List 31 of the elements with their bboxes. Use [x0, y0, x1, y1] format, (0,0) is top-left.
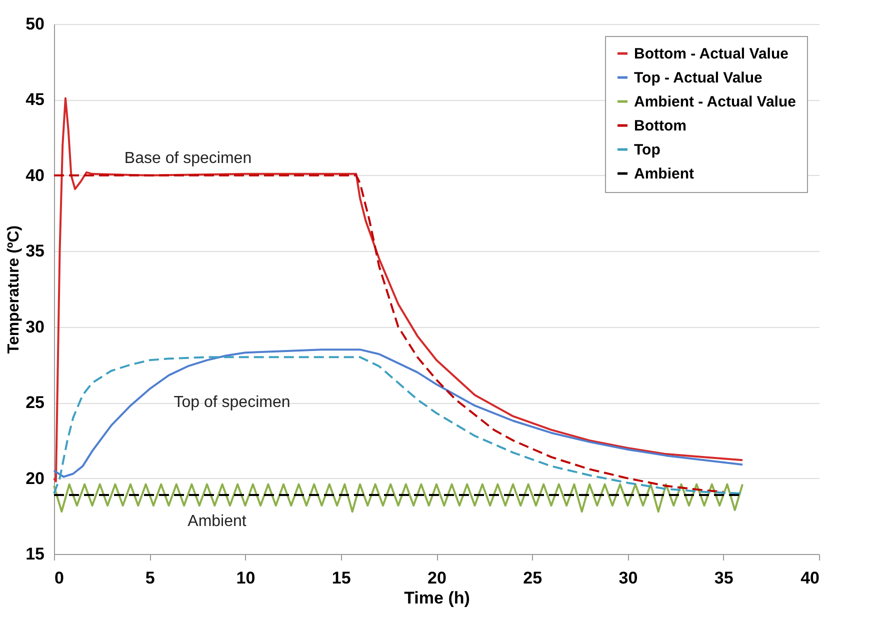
y-tick-label: 30 — [26, 317, 44, 336]
y-tick-label: 35 — [26, 242, 44, 261]
y-axis-title: Temperature (ºC) — [6, 225, 23, 354]
y-tick-label: 40 — [26, 166, 44, 185]
y-tick-label: 45 — [26, 90, 44, 110]
annotation: Top of specimen — [174, 394, 290, 411]
x-tick-label: 30 — [618, 568, 638, 588]
annotation: Base of specimen — [124, 150, 252, 167]
legend-label: Ambient - Actual Value — [634, 94, 796, 110]
x-tick-label: 25 — [523, 568, 542, 588]
annotation: Ambient — [188, 513, 247, 530]
legend-label: Ambient — [634, 166, 694, 182]
legend-label: Top - Actual Value — [634, 70, 762, 86]
y-tick-label: 15 — [26, 544, 44, 564]
x-tick-label: 10 — [236, 568, 256, 588]
x-axis-title: Time (h) — [404, 588, 470, 608]
x-tick-label: 35 — [714, 568, 734, 588]
x-tick-label: 5 — [145, 568, 155, 588]
line-series — [53, 348, 744, 478]
x-tick-label: 20 — [428, 568, 446, 588]
legend-label: Bottom - Actual Value — [634, 46, 788, 62]
y-tick-label: 20 — [26, 468, 44, 488]
legend-label: Top — [634, 142, 660, 158]
line-series — [53, 356, 744, 494]
x-tick-label: 0 — [54, 568, 64, 588]
legend-label: Bottom — [634, 118, 686, 134]
y-tick-label: 50 — [26, 14, 44, 34]
x-tick-label: 15 — [332, 568, 351, 588]
y-tick-label: 25 — [26, 393, 44, 412]
x-tick-label: 40 — [800, 568, 820, 588]
line-series — [53, 483, 744, 513]
